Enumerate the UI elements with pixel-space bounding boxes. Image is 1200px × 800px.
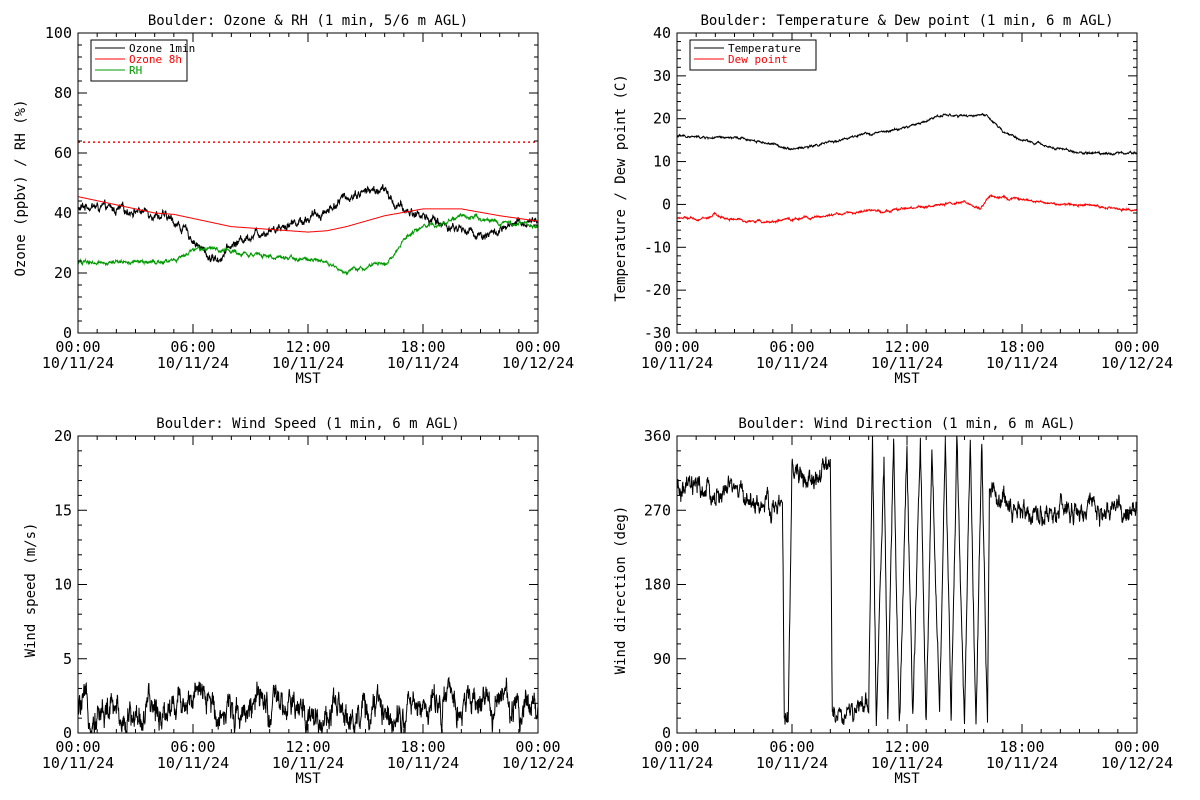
x-axis-label: MST (894, 371, 920, 387)
y-tick-label: 90 (653, 650, 671, 668)
y-axis-label: Wind speed (m/s) (23, 523, 39, 658)
legend-box (689, 39, 817, 71)
y-tick-label: 10 (54, 576, 72, 594)
legend-label: Dew point (728, 53, 788, 66)
chart-title: Boulder: Wind Direction (1 min, 6 m AGL) (738, 416, 1075, 432)
y-tick-label: 180 (644, 576, 671, 594)
x-tick-date: 10/11/24 (756, 754, 828, 772)
x-axis-label: MST (295, 371, 321, 387)
y-tick-label: 40 (54, 204, 72, 222)
x-tick-date: 10/11/24 (986, 354, 1058, 372)
x-tick-date: 10/11/24 (387, 754, 459, 772)
panel-ozone-rh: Boulder: Ozone & RH (1 min, 5/6 m AGL) 0 2… (13, 13, 574, 387)
x-tick-time: 00:00 (654, 338, 699, 356)
x-axis-label: MST (295, 771, 321, 787)
legend-label: Ozone 8h (129, 53, 182, 66)
legend-label: RH (129, 64, 142, 77)
x-tick-time: 00:00 (55, 738, 100, 756)
x-tick-time: 12:00 (285, 338, 330, 356)
plot-frame (676, 32, 1138, 334)
y-tick-label: 0 (662, 724, 671, 742)
x-tick-time: 00:00 (1114, 338, 1159, 356)
x-tick-time: 12:00 (884, 738, 929, 756)
series-line-temperature (677, 112, 1137, 157)
x-tick-date: 10/11/24 (387, 354, 459, 372)
panel-wind-speed: Boulder: Wind Speed (1 min, 6 m AGL) 0 5 10… (23, 416, 574, 787)
series-line-ozone-1min (78, 184, 538, 263)
x-tick-time: 00:00 (1114, 738, 1159, 756)
x-tick-time: 18:00 (999, 338, 1044, 356)
y-axis-label: Wind direction (deg) (613, 506, 629, 675)
y-tick-label: 0 (63, 324, 72, 342)
x-tick-time: 06:00 (170, 338, 215, 356)
y-tick-label: -10 (644, 238, 671, 256)
x-tick-date: 10/12/24 (1101, 754, 1173, 772)
x-tick-time: 00:00 (515, 738, 560, 756)
x-tick-time: 18:00 (999, 738, 1044, 756)
x-tick-date: 10/11/24 (157, 354, 229, 372)
panel-wind-direction: Boulder: Wind Direction (1 min, 6 m AGL)… (613, 416, 1173, 787)
legend-box (90, 39, 188, 82)
y-tick-label: 20 (54, 427, 72, 445)
y-tick-label: 0 (63, 724, 72, 742)
legend-label: Ozone 1min (129, 42, 195, 55)
series-line-rh (78, 212, 538, 276)
plot-frame (77, 435, 539, 734)
x-axis-label: MST (894, 771, 920, 787)
x-tick-time: 12:00 (285, 738, 330, 756)
x-tick-time: 06:00 (170, 738, 215, 756)
x-tick-date: 10/11/24 (42, 354, 114, 372)
y-axis-label: Ozone (ppbv) / RH (%) (13, 99, 29, 276)
y-tick-label: 60 (54, 144, 72, 162)
series-line-ozone-8h (78, 196, 538, 233)
y-tick-label: 0 (662, 195, 671, 213)
y-tick-label: 5 (63, 650, 72, 668)
x-tick-date: 10/11/24 (756, 354, 828, 372)
x-tick-time: 00:00 (654, 738, 699, 756)
x-tick-date: 10/11/24 (272, 754, 344, 772)
y-tick-label: -20 (644, 281, 671, 299)
series-line-dew-point (677, 193, 1137, 224)
x-tick-time: 00:00 (55, 338, 100, 356)
chart-title: Boulder: Ozone & RH (1 min, 5/6 m AGL) (148, 13, 468, 29)
x-tick-date: 10/11/24 (157, 754, 229, 772)
x-tick-date: 10/11/24 (42, 754, 114, 772)
x-tick-date: 10/12/24 (502, 354, 574, 372)
x-tick-time: 12:00 (884, 338, 929, 356)
y-tick-label: -30 (644, 324, 671, 342)
y-tick-label: 100 (45, 24, 72, 42)
y-tick-label: 30 (653, 67, 671, 85)
series-line-wind-direction-deg (677, 436, 1137, 727)
x-tick-time: 18:00 (400, 738, 445, 756)
legend-label: Temperature (728, 42, 801, 55)
x-tick-time: 18:00 (400, 338, 445, 356)
y-tick-label: 20 (54, 264, 72, 282)
x-tick-date: 10/11/24 (272, 354, 344, 372)
panel-temperature-dewpoint: Boulder: Temperature & Dew point (1 min,… (613, 13, 1173, 387)
x-tick-date: 10/12/24 (502, 754, 574, 772)
x-tick-time: 06:00 (769, 338, 814, 356)
x-tick-date: 10/11/24 (871, 354, 943, 372)
series-line-wind-speed-m-s (78, 676, 538, 733)
x-tick-date: 10/11/24 (641, 354, 713, 372)
y-axis-label: Temperature / Dew point (C) (613, 74, 629, 302)
x-tick-date: 10/11/24 (641, 754, 713, 772)
x-tick-time: 00:00 (515, 338, 560, 356)
y-tick-label: 15 (54, 501, 72, 519)
y-tick-label: 360 (644, 427, 671, 445)
x-tick-date: 10/12/24 (1101, 354, 1173, 372)
y-tick-label: 10 (653, 153, 671, 171)
chart-title: Boulder: Temperature & Dew point (1 min,… (700, 13, 1113, 29)
chart-title: Boulder: Wind Speed (1 min, 6 m AGL) (156, 416, 459, 432)
y-tick-label: 20 (653, 110, 671, 128)
y-tick-label: 40 (653, 24, 671, 42)
x-tick-date: 10/11/24 (986, 754, 1058, 772)
x-tick-date: 10/11/24 (871, 754, 943, 772)
y-tick-label: 80 (54, 84, 72, 102)
y-tick-label: 270 (644, 501, 671, 519)
x-tick-time: 06:00 (769, 738, 814, 756)
